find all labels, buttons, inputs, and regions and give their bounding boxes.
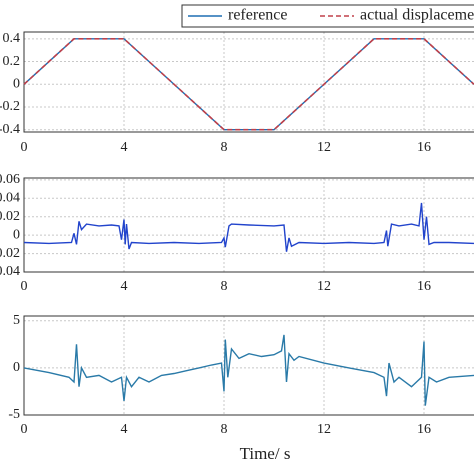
x-tick-label: 12 xyxy=(317,422,331,437)
x-tick-label: 16 xyxy=(417,422,431,437)
y-tick-label: 0.4 xyxy=(3,31,21,46)
y-tick-label: 0.2 xyxy=(3,54,21,69)
x-tick-label: 12 xyxy=(317,140,331,155)
legend-label: reference xyxy=(228,7,288,24)
y-tick-label: 0 xyxy=(13,227,20,242)
x-tick-label: 0 xyxy=(21,279,28,294)
legend-label: actual displacement xyxy=(360,7,474,24)
x-tick-label: 4 xyxy=(121,422,128,437)
x-tick-label: 4 xyxy=(121,279,128,294)
y-tick-label: 0.06 xyxy=(0,172,20,187)
x-axis-label: Time/ s xyxy=(240,444,291,463)
plot-frame xyxy=(23,315,474,416)
x-tick-label: 8 xyxy=(221,140,228,155)
y-tick-label: 5 xyxy=(13,313,20,328)
x-tick-label: 12 xyxy=(317,279,331,294)
x-tick-label: 0 xyxy=(21,140,28,155)
x-tick-label: 16 xyxy=(417,140,431,155)
y-tick-label: -0.4 xyxy=(0,122,20,137)
data-line xyxy=(23,38,474,131)
x-tick-label: 8 xyxy=(221,279,228,294)
y-tick-label: 0 xyxy=(13,360,20,375)
y-tick-label: -0.2 xyxy=(0,99,20,114)
y-tick-label: 0 xyxy=(13,76,20,91)
y-tick-label: -0.04 xyxy=(0,264,20,279)
x-tick-label: 0 xyxy=(21,422,28,437)
x-tick-label: 16 xyxy=(417,279,431,294)
data-line xyxy=(23,202,474,252)
x-tick-label: 8 xyxy=(221,422,228,437)
y-tick-label: 0.04 xyxy=(0,190,20,205)
plot-frame xyxy=(23,31,474,133)
x-tick-label: 4 xyxy=(121,140,128,155)
y-tick-label: -0.02 xyxy=(0,246,20,261)
y-tick-label: 0.02 xyxy=(0,209,20,224)
y-tick-label: -5 xyxy=(8,407,20,422)
plot-frame xyxy=(23,177,474,273)
data-line xyxy=(23,334,474,406)
